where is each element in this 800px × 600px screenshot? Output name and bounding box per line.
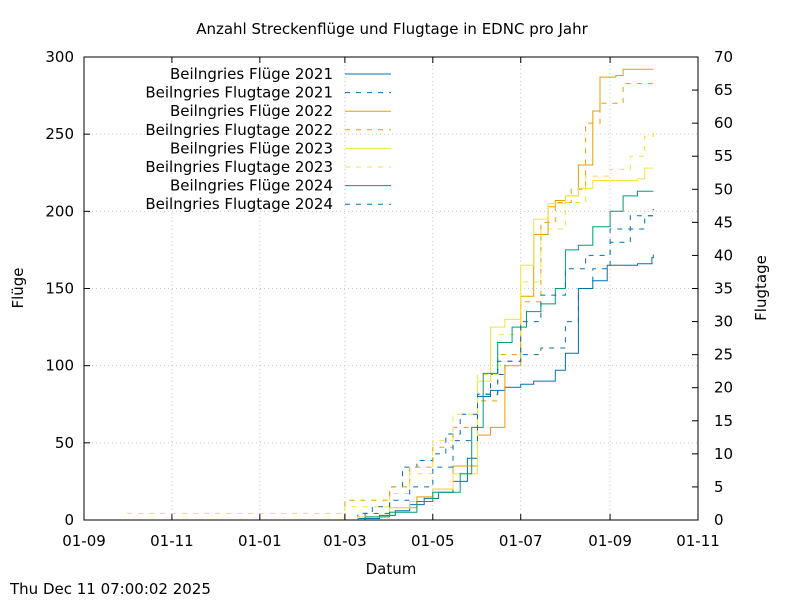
series-line bbox=[127, 167, 654, 521]
x-tick-label: 01-07 bbox=[499, 532, 543, 550]
y2-tick-label: 25 bbox=[714, 346, 733, 364]
y2-tick-label: 35 bbox=[714, 280, 733, 298]
y2-tick-label: 40 bbox=[714, 246, 733, 264]
footer-timestamp: Thu Dec 11 07:00:02 2025 bbox=[10, 580, 211, 598]
y2-tick-label: 65 bbox=[714, 81, 733, 99]
y-tick-label: 100 bbox=[45, 357, 74, 375]
y2-tick-label: 45 bbox=[714, 213, 733, 231]
legend-entry-label: Beilngries Flüge 2023 bbox=[170, 139, 333, 157]
y2-tick-label: 50 bbox=[714, 180, 733, 198]
series-line bbox=[127, 209, 654, 521]
y-tick-label: 150 bbox=[45, 280, 74, 298]
legend-entry-label: Beilngries Flüge 2022 bbox=[170, 102, 333, 120]
x-tick-label: 01-09 bbox=[62, 532, 106, 550]
y2-tick-label: 20 bbox=[714, 379, 733, 397]
y-tick-label: 50 bbox=[55, 434, 74, 452]
y-tick-label: 300 bbox=[45, 48, 74, 66]
legend-entry-label: Beilngries Flugtage 2021 bbox=[145, 84, 333, 102]
series-line bbox=[127, 254, 654, 521]
y2-tick-label: 30 bbox=[714, 313, 733, 331]
axes: 0 50 100 150 200 250 300 0 5 10 15 20 25 30 35 40 45 50 55… bbox=[45, 48, 733, 550]
legend-entry-label: Beilngries Flüge 2021 bbox=[170, 65, 333, 83]
series-line bbox=[127, 209, 654, 521]
y-tick-label: 0 bbox=[64, 511, 74, 529]
legend-entry-label: Beilngries Flugtage 2022 bbox=[145, 121, 333, 139]
legend-entry-label: Beilngries Flugtage 2023 bbox=[145, 158, 333, 176]
x-tick-label: 01-11 bbox=[676, 532, 720, 550]
y-tick-label: 250 bbox=[45, 125, 74, 143]
series-lines bbox=[127, 68, 654, 521]
series-line bbox=[127, 190, 654, 521]
y2-axis-label: Flugtage bbox=[752, 255, 770, 321]
x-tick-label: 01-05 bbox=[411, 532, 455, 550]
y2-tick-label: 10 bbox=[714, 445, 733, 463]
y2-tick-label: 15 bbox=[714, 412, 733, 430]
x-tick-label: 01-01 bbox=[238, 532, 282, 550]
y2-tick-label: 60 bbox=[714, 114, 733, 132]
y-tick-label: 200 bbox=[45, 202, 74, 220]
legend-entry-label: Beilngries Flugtage 2024 bbox=[145, 195, 333, 213]
chart-title: Anzahl Streckenflüge und Flugtage in EDN… bbox=[196, 20, 588, 38]
y2-tick-label: 0 bbox=[714, 511, 724, 529]
x-tick-label: 01-11 bbox=[150, 532, 194, 550]
y2-tick-label: 55 bbox=[714, 147, 733, 165]
y2-tick-label: 5 bbox=[714, 478, 724, 496]
legend-entry-label: Beilngries Flüge 2024 bbox=[170, 177, 333, 195]
y2-tick-label: 70 bbox=[714, 48, 733, 66]
x-tick-label: 01-09 bbox=[588, 532, 632, 550]
y-axis-label: Flüge bbox=[9, 267, 27, 308]
x-axis-label: Datum bbox=[366, 560, 417, 578]
x-tick-label: 01-03 bbox=[323, 532, 367, 550]
